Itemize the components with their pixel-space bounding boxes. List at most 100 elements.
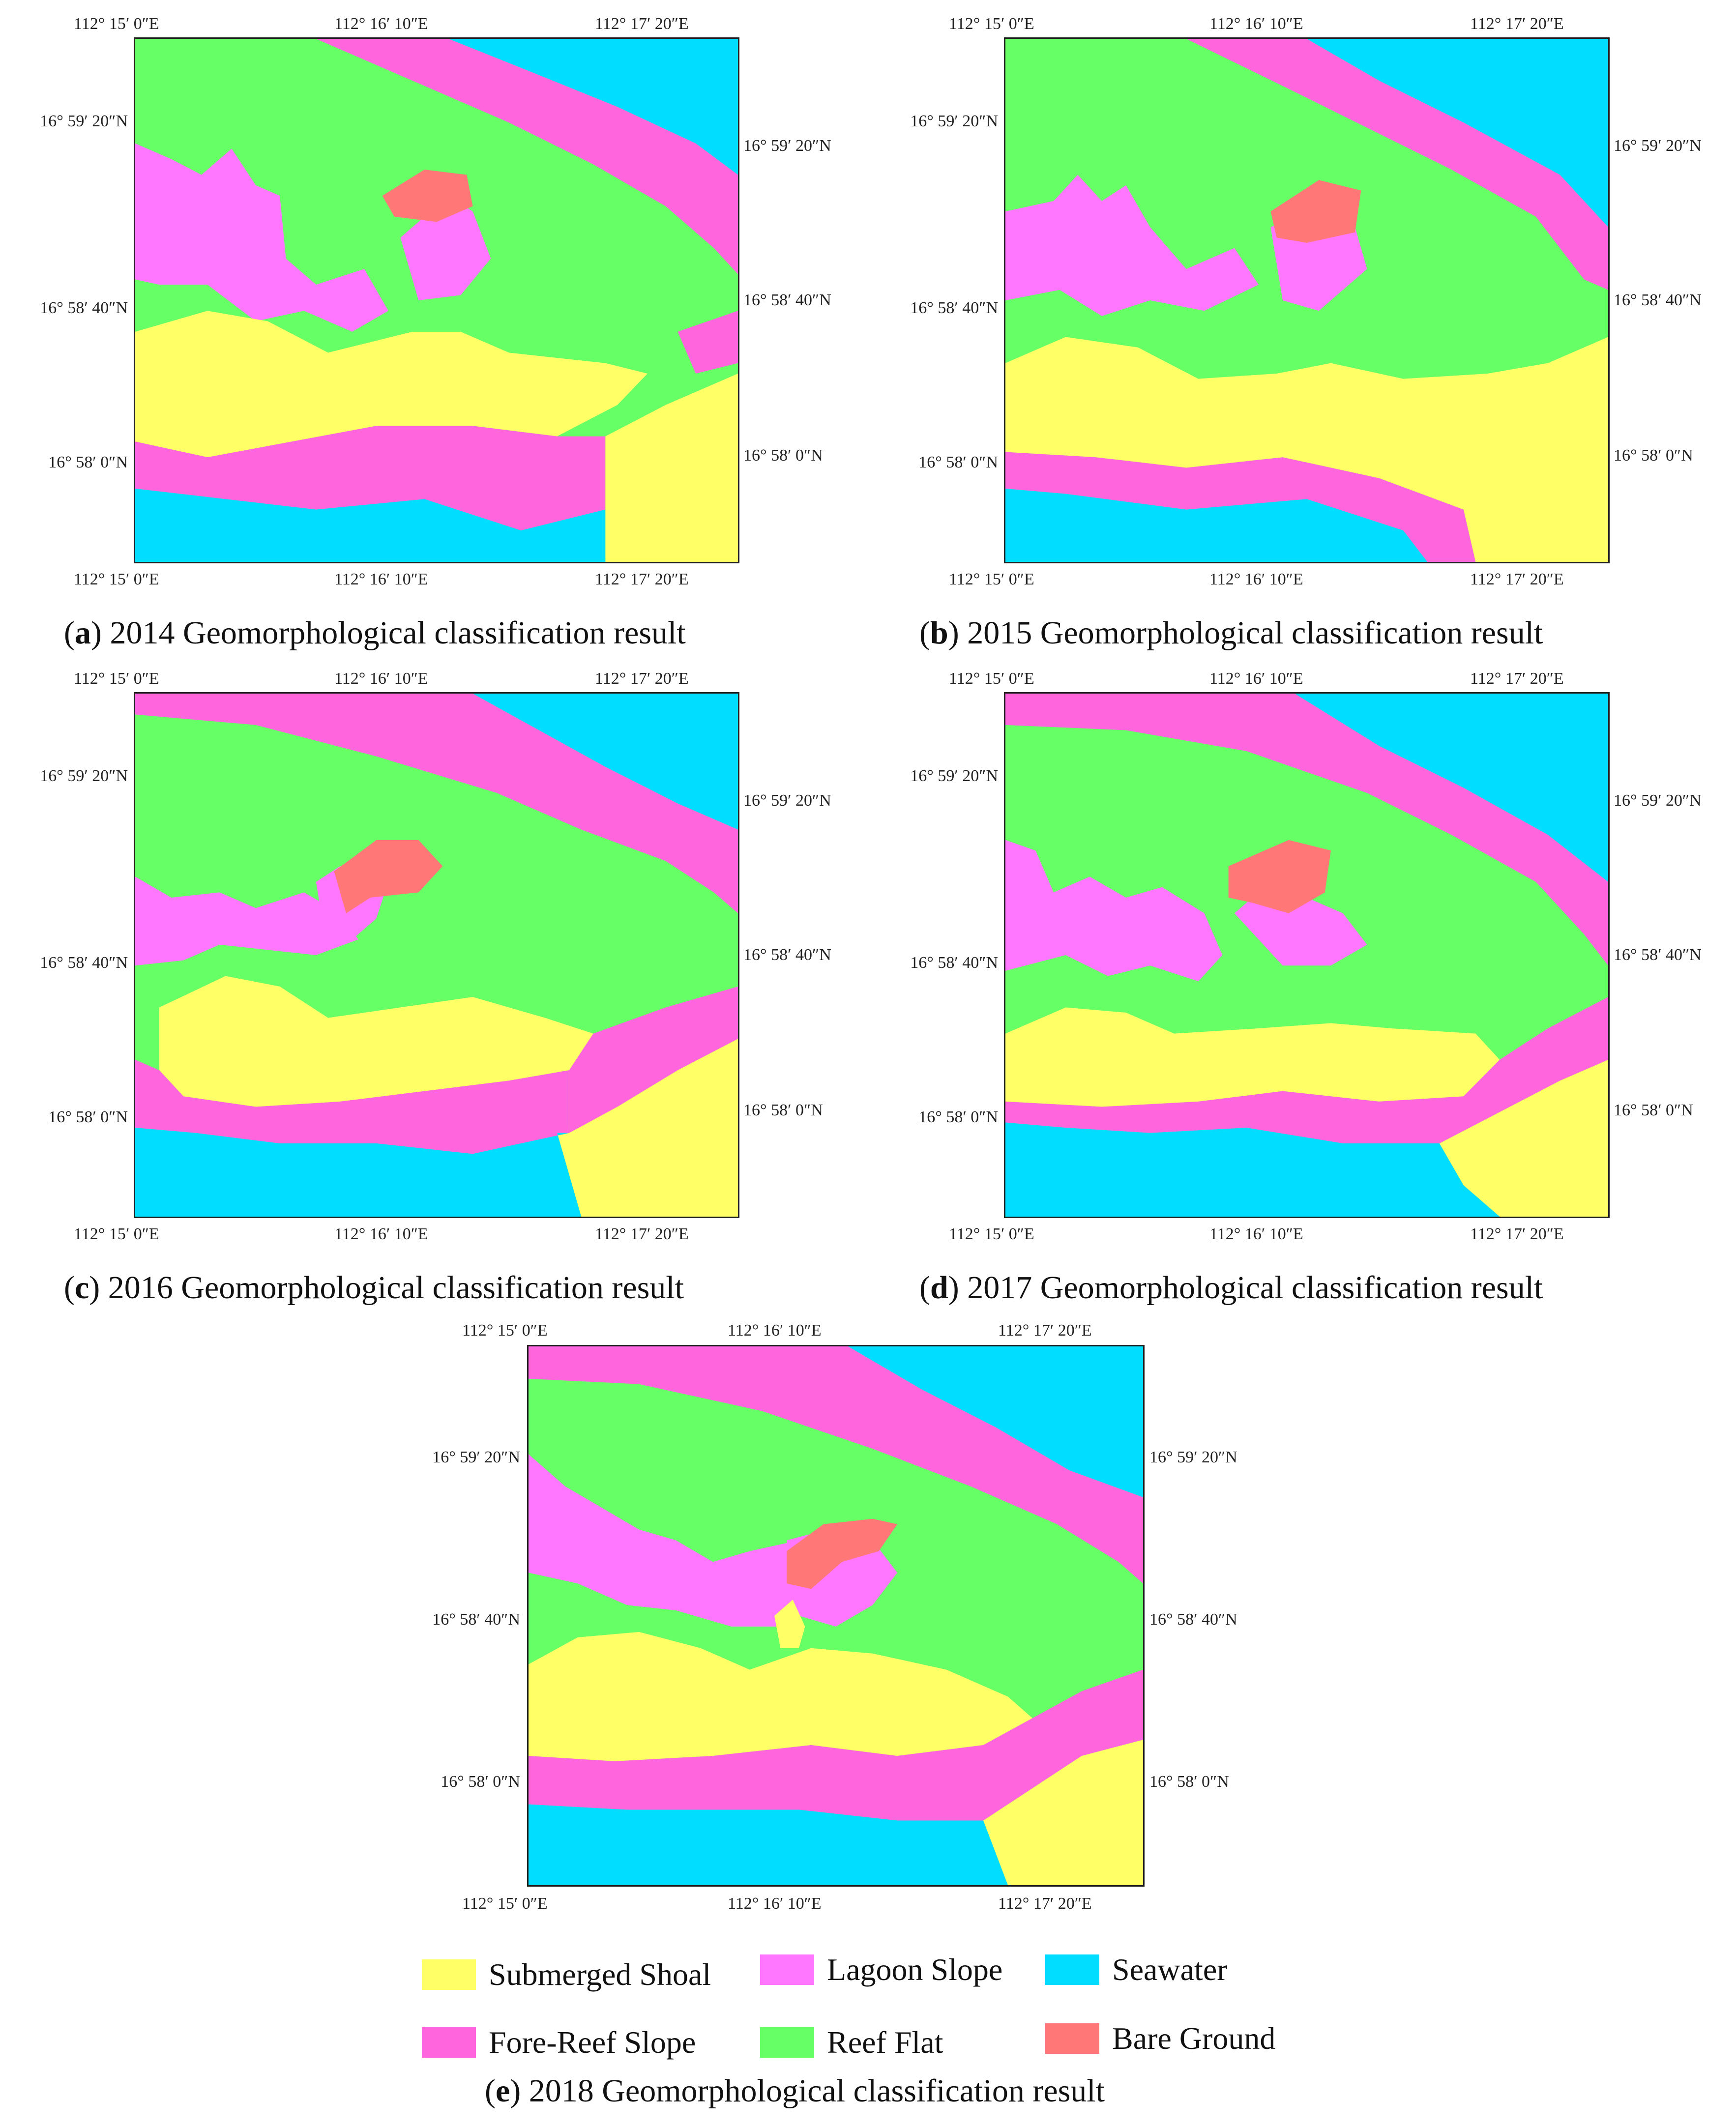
caption-a-letter: a	[74, 615, 91, 651]
lat-tick-right-2: 16° 58′ 40″N	[1149, 1610, 1237, 1629]
lon-tick-bottom-3: 112° 17′ 20″E	[998, 1895, 1092, 1913]
lat-tick-right-3: 16° 58′ 0″N	[743, 1101, 823, 1119]
caption-d: (d) 2017 Geomorphological classification…	[919, 1270, 1543, 1306]
caption-e-letter: e	[495, 2073, 510, 2109]
lon-tick-top-2: 112° 16′ 10″E	[728, 1321, 822, 1340]
lat-tick-right-3: 16° 58′ 0″N	[1614, 446, 1693, 465]
lon-tick-top-2: 112° 16′ 10″E	[1209, 670, 1303, 688]
map-d-drawing	[1005, 694, 1608, 1217]
lat-tick-right-1: 16° 59′ 20″N	[1149, 1448, 1237, 1466]
lat-tick-right-2: 16° 58′ 40″N	[1614, 291, 1702, 309]
caption-b-text: 2015 Geomorphological classification res…	[967, 615, 1543, 651]
caption-e-text: 2018 Geomorphological classification res…	[529, 2073, 1105, 2109]
legend-swatch	[760, 1954, 814, 1985]
caption-a: (a) 2014 Geomorphological classification…	[64, 615, 686, 651]
lat-tick-left-1: 16° 59′ 20″N	[910, 767, 998, 785]
legend-label: Reef Flat	[827, 2025, 943, 2060]
map-e-drawing	[529, 1346, 1143, 1885]
lat-tick-right-2: 16° 58′ 40″N	[743, 946, 831, 964]
legend-item-bare-ground: Bare Ground	[1045, 2021, 1275, 2056]
lon-tick-top-1: 112° 15′ 0″E	[949, 670, 1034, 688]
lat-tick-left-1: 16° 59′ 20″N	[910, 112, 998, 130]
legend-swatch	[1045, 2023, 1099, 2054]
lat-tick-right-3: 16° 58′ 0″N	[1149, 1773, 1229, 1791]
legend-item-reef-flat: Reef Flat	[760, 2025, 943, 2060]
lat-tick-left-3: 16° 58′ 0″N	[918, 1108, 998, 1126]
caption-d-text: 2017 Geomorphological classification res…	[967, 1270, 1543, 1306]
lat-tick-right-1: 16° 59′ 20″N	[743, 137, 831, 155]
lon-tick-top-3: 112° 17′ 20″E	[595, 15, 689, 33]
map-a-drawing	[135, 39, 738, 562]
lon-tick-bottom-3: 112° 17′ 20″E	[595, 570, 689, 588]
map-e	[527, 1345, 1145, 1887]
lat-tick-right-1: 16° 59′ 20″N	[743, 791, 831, 810]
lon-tick-top-3: 112° 17′ 20″E	[1470, 670, 1564, 688]
lat-tick-left-1: 16° 59′ 20″N	[432, 1448, 520, 1466]
legend-swatch	[422, 1959, 476, 1990]
caption-d-letter: d	[930, 1270, 948, 1306]
lon-tick-top-1: 112° 15′ 0″E	[74, 670, 159, 688]
lat-tick-right-3: 16° 58′ 0″N	[743, 446, 823, 465]
legend-label: Submerged Shoal	[489, 1957, 711, 1992]
lat-tick-left-1: 16° 59′ 20″N	[40, 112, 128, 130]
lat-tick-right-3: 16° 58′ 0″N	[1614, 1101, 1693, 1119]
caption-c-text: 2016 Geomorphological classification res…	[108, 1270, 684, 1306]
lat-tick-left-1: 16° 59′ 20″N	[40, 767, 128, 785]
legend-label: Bare Ground	[1112, 2021, 1276, 2056]
lat-tick-left-3: 16° 58′ 0″N	[918, 453, 998, 471]
lon-tick-top-3: 112° 17′ 20″E	[1470, 15, 1564, 33]
lat-tick-right-2: 16° 58′ 40″N	[1614, 946, 1702, 964]
lat-tick-right-1: 16° 59′ 20″N	[1614, 791, 1702, 810]
lat-tick-left-2: 16° 58′ 40″N	[40, 299, 128, 317]
legend-swatch	[760, 2027, 814, 2058]
map-a	[134, 37, 739, 563]
caption-b: (b) 2015 Geomorphological classification…	[919, 615, 1543, 651]
lon-tick-top-1: 112° 15′ 0″E	[949, 15, 1034, 33]
map-c	[134, 692, 739, 1218]
lon-tick-bottom-1: 112° 15′ 0″E	[74, 1225, 159, 1243]
legend-item-seawater: Seawater	[1045, 1952, 1228, 1987]
lon-tick-bottom-3: 112° 17′ 20″E	[1470, 570, 1564, 588]
map-b-drawing	[1005, 39, 1608, 562]
lon-tick-bottom-1: 112° 15′ 0″E	[462, 1895, 548, 1913]
lon-tick-bottom-1: 112° 15′ 0″E	[949, 570, 1034, 588]
lon-tick-bottom-2: 112° 16′ 10″E	[728, 1895, 822, 1913]
caption-a-text: 2014 Geomorphological classification res…	[110, 615, 686, 651]
map-d	[1004, 692, 1610, 1218]
lat-tick-left-3: 16° 58′ 0″N	[48, 453, 128, 471]
lat-tick-right-1: 16° 59′ 20″N	[1614, 137, 1702, 155]
lon-tick-top-1: 112° 15′ 0″E	[74, 15, 159, 33]
caption-c-letter: c	[74, 1270, 89, 1306]
legend-item-submerged-shoal: Submerged Shoal	[422, 1957, 711, 1992]
lon-tick-bottom-1: 112° 15′ 0″E	[949, 1225, 1034, 1243]
legend-item-fore-reef-slope: Fore-Reef Slope	[422, 2025, 696, 2060]
legend-swatch	[1045, 1954, 1099, 1985]
legend-label: Fore-Reef Slope	[489, 2025, 696, 2060]
lon-tick-top-2: 112° 16′ 10″E	[334, 15, 428, 33]
lon-tick-top-3: 112° 17′ 20″E	[998, 1321, 1092, 1340]
lon-tick-bottom-2: 112° 16′ 10″E	[334, 1225, 428, 1243]
lon-tick-bottom-2: 112° 16′ 10″E	[334, 570, 428, 588]
lon-tick-top-2: 112° 16′ 10″E	[334, 670, 428, 688]
lat-tick-left-2: 16° 58′ 40″N	[910, 299, 998, 317]
lat-tick-right-2: 16° 58′ 40″N	[743, 291, 831, 309]
lon-tick-top-2: 112° 16′ 10″E	[1209, 15, 1303, 33]
lat-tick-left-3: 16° 58′ 0″N	[441, 1773, 520, 1791]
lat-tick-left-3: 16° 58′ 0″N	[48, 1108, 128, 1126]
lat-tick-left-2: 16° 58′ 40″N	[432, 1610, 520, 1629]
map-c-drawing	[135, 694, 738, 1217]
lat-tick-left-2: 16° 58′ 40″N	[40, 954, 128, 972]
legend-item-lagoon-slope: Lagoon Slope	[760, 1952, 1003, 1987]
legend-label: Seawater	[1112, 1952, 1228, 1987]
legend-swatch	[422, 2027, 476, 2058]
caption-b-letter: b	[930, 615, 948, 651]
lon-tick-top-1: 112° 15′ 0″E	[462, 1321, 548, 1340]
lon-tick-bottom-1: 112° 15′ 0″E	[74, 570, 159, 588]
lat-tick-left-2: 16° 58′ 40″N	[910, 954, 998, 972]
map-b	[1004, 37, 1610, 563]
caption-c: (c) 2016 Geomorphological classification…	[64, 1270, 684, 1306]
caption-e: (e) 2018 Geomorphological classification…	[485, 2073, 1105, 2109]
lon-tick-bottom-3: 112° 17′ 20″E	[1470, 1225, 1564, 1243]
legend-label: Lagoon Slope	[827, 1952, 1003, 1987]
lon-tick-bottom-2: 112° 16′ 10″E	[1209, 570, 1303, 588]
